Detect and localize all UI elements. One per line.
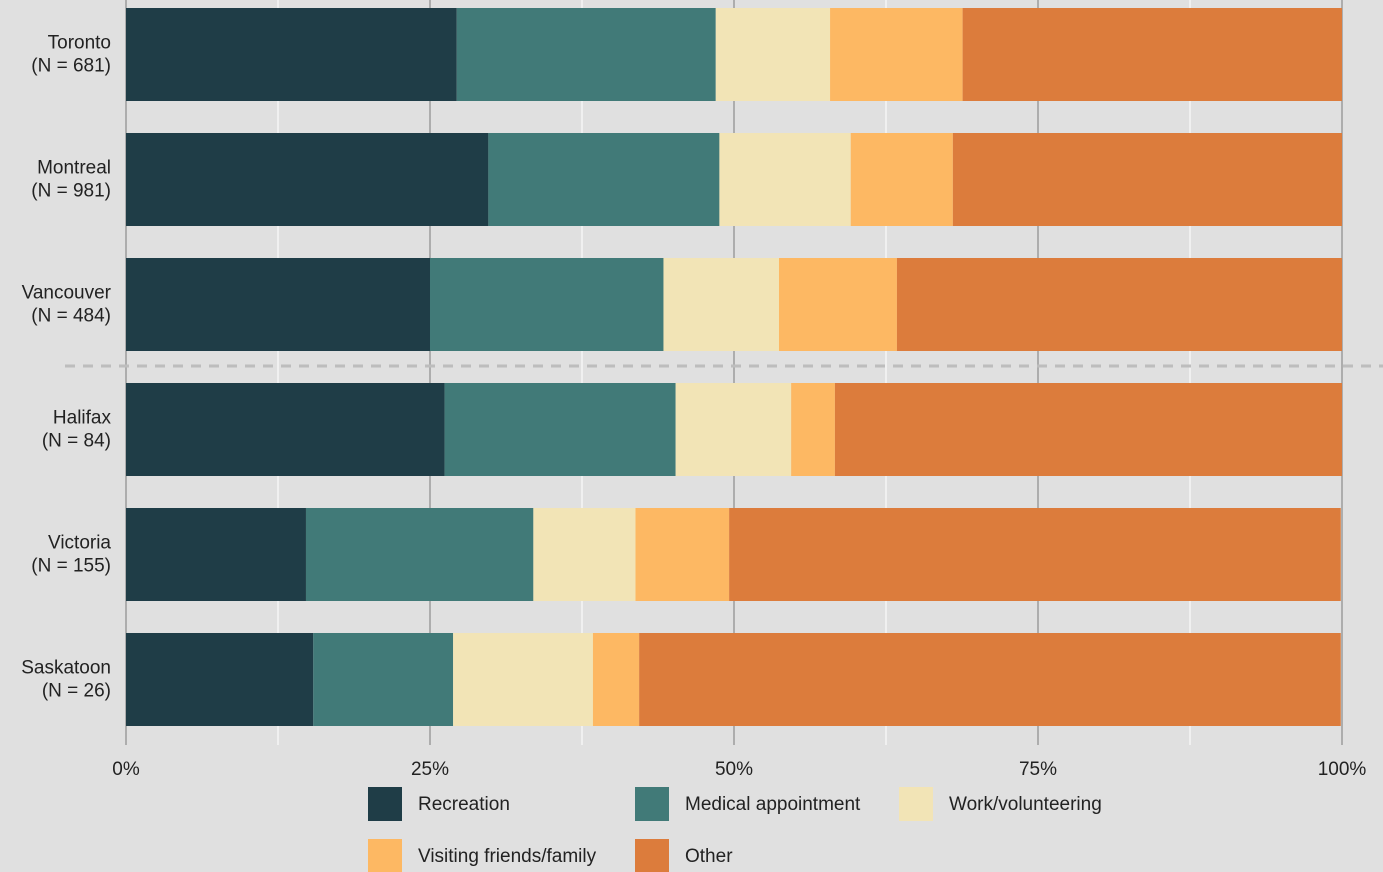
bar-segment — [430, 258, 664, 351]
bars — [126, 8, 1342, 726]
legend-swatch — [635, 787, 669, 821]
bar-segment — [126, 258, 430, 351]
bar-segment — [850, 133, 953, 226]
bar-segment — [126, 133, 489, 226]
y-tick-sublabel: (N = 981) — [31, 181, 111, 202]
bar-segment — [663, 258, 779, 351]
legend-label: Work/volunteering — [949, 794, 1102, 815]
bar-segment — [126, 8, 457, 101]
legend-label: Visiting friends/family — [418, 846, 597, 867]
bar-segment — [453, 633, 593, 726]
bar-segment — [533, 508, 636, 601]
bar-segment — [313, 633, 454, 726]
bar-segment — [305, 508, 534, 601]
legend-swatch — [635, 839, 669, 872]
y-tick-label: Toronto — [48, 33, 111, 54]
x-tick-label: 0% — [112, 759, 140, 780]
y-tick-sublabel: (N = 681) — [31, 56, 111, 77]
bar-segment — [444, 383, 676, 476]
y-tick-sublabel: (N = 484) — [31, 306, 111, 327]
y-tick-sublabel: (N = 155) — [31, 556, 111, 577]
y-tick-label: Saskatoon — [21, 658, 111, 679]
bar-segment — [896, 258, 1342, 351]
legend-label: Medical appointment — [685, 794, 861, 815]
legend-label: Other — [685, 846, 733, 867]
bar-segment — [488, 133, 720, 226]
bar-segment — [639, 633, 1341, 726]
legend-swatch — [368, 839, 402, 872]
y-tick-label: Halifax — [53, 408, 112, 429]
y-tick-label: Montreal — [37, 158, 111, 179]
bar-segment — [635, 508, 730, 601]
y-tick-label: Vancouver — [22, 283, 112, 304]
bar-segment — [830, 8, 963, 101]
legend-swatch — [899, 787, 933, 821]
bar-segment — [729, 508, 1341, 601]
x-tick-label: 75% — [1019, 759, 1057, 780]
bar-segment — [126, 383, 445, 476]
bar-segment — [675, 383, 792, 476]
bar-segment — [456, 8, 716, 101]
legend-swatch — [368, 787, 402, 821]
bar-segment — [834, 383, 1342, 476]
y-tick-sublabel: (N = 84) — [42, 431, 111, 452]
labels: 0% 25% 50% 75% 100%Toronto(N = 681)Montreal(… — [21, 33, 1366, 872]
bar-segment — [952, 133, 1342, 226]
legend-label: Recreation — [418, 794, 510, 815]
bar-segment — [778, 258, 897, 351]
x-tick-label: 25% — [411, 759, 449, 780]
y-tick-sublabel: (N = 26) — [42, 681, 111, 702]
bar-segment — [791, 383, 835, 476]
grid — [125, 0, 1343, 745]
bar-segment — [592, 633, 640, 726]
bar-segment — [719, 133, 851, 226]
bar-segment — [126, 633, 314, 726]
bar-segment — [962, 8, 1342, 101]
x-tick-label: 50% — [715, 759, 753, 780]
x-tick-label: 100% — [1318, 759, 1367, 780]
bar-segment — [126, 508, 306, 601]
y-tick-label: Victoria — [48, 533, 111, 554]
bar-segment — [715, 8, 831, 101]
